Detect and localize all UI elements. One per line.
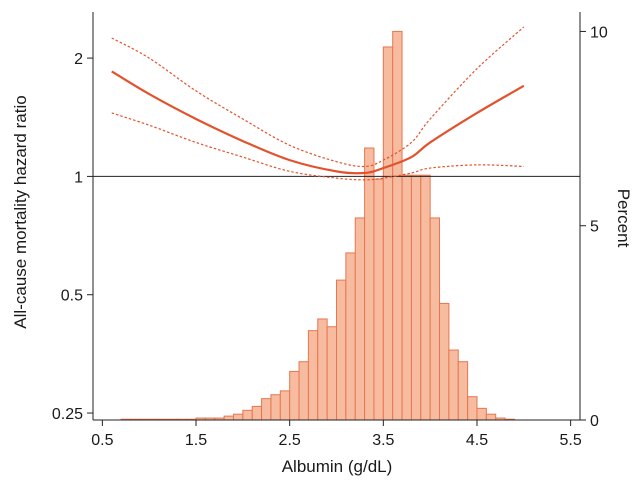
- left-y-tick-label: 2: [74, 51, 83, 68]
- axes: 0.5 1.5 2.5 3.5 4.5 5.5 0.25 0.5 1 2 0 5 10: [52, 12, 608, 449]
- histogram-bar: [467, 396, 478, 421]
- histogram-bar: [448, 349, 459, 421]
- x-tick-label: 4.5: [466, 432, 488, 449]
- histogram-bar: [373, 178, 384, 421]
- histogram-bar: [457, 361, 469, 421]
- histogram-bar: [307, 330, 319, 421]
- right-y-tick-label: 5: [590, 219, 599, 236]
- histogram-bar: [476, 407, 487, 421]
- x-tick-label: 1.5: [185, 432, 207, 449]
- histogram-bar: [485, 413, 497, 421]
- left-y-tick-label: 1: [74, 169, 83, 186]
- histogram-bar: [392, 30, 403, 421]
- right-y-tick-label: 0: [590, 413, 599, 430]
- histogram-bar: [270, 394, 281, 421]
- histogram-bar: [289, 370, 300, 421]
- ci-upper-curve: [111, 26, 525, 168]
- x-tick-label: 2.5: [279, 432, 301, 449]
- hazard-ratio-estimate-curve: [111, 70, 525, 175]
- left-y-axis-title: All-cause mortality hazard ratio: [11, 95, 30, 328]
- histogram-bar: [410, 174, 422, 421]
- histogram-bar: [336, 279, 347, 421]
- histogram-layer: [120, 30, 515, 421]
- right-y-tick-label: 10: [590, 24, 608, 41]
- x-tick-label: 5.5: [560, 432, 582, 449]
- histogram-bar: [401, 174, 412, 421]
- histogram-bar: [382, 46, 394, 421]
- histogram-bar: [429, 217, 441, 421]
- histogram-bar: [345, 252, 356, 421]
- histogram-bar: [298, 361, 309, 421]
- histogram-bar: [364, 147, 375, 421]
- histogram-bar: [420, 174, 431, 421]
- histogram-bar: [242, 409, 253, 421]
- right-y-axis-title: Percent: [614, 189, 633, 248]
- x-axis-title: Albumin (g/dL): [282, 457, 393, 476]
- histogram-bar: [317, 318, 328, 421]
- histogram-bar: [326, 326, 338, 421]
- x-tick-label: 0.5: [91, 432, 113, 449]
- left-y-tick-label: 0.5: [61, 288, 83, 305]
- histogram-bar: [223, 415, 234, 421]
- left-y-tick-label: 0.25: [52, 406, 83, 423]
- histogram-bar: [232, 413, 244, 421]
- histogram-bar: [279, 390, 291, 421]
- histogram-bar: [261, 398, 272, 421]
- histogram-bar: [354, 217, 366, 421]
- x-tick-label: 3.5: [372, 432, 394, 449]
- histogram-bar: [439, 302, 450, 421]
- hazard-ratio-curves: [111, 26, 525, 181]
- histogram-bar: [251, 405, 263, 421]
